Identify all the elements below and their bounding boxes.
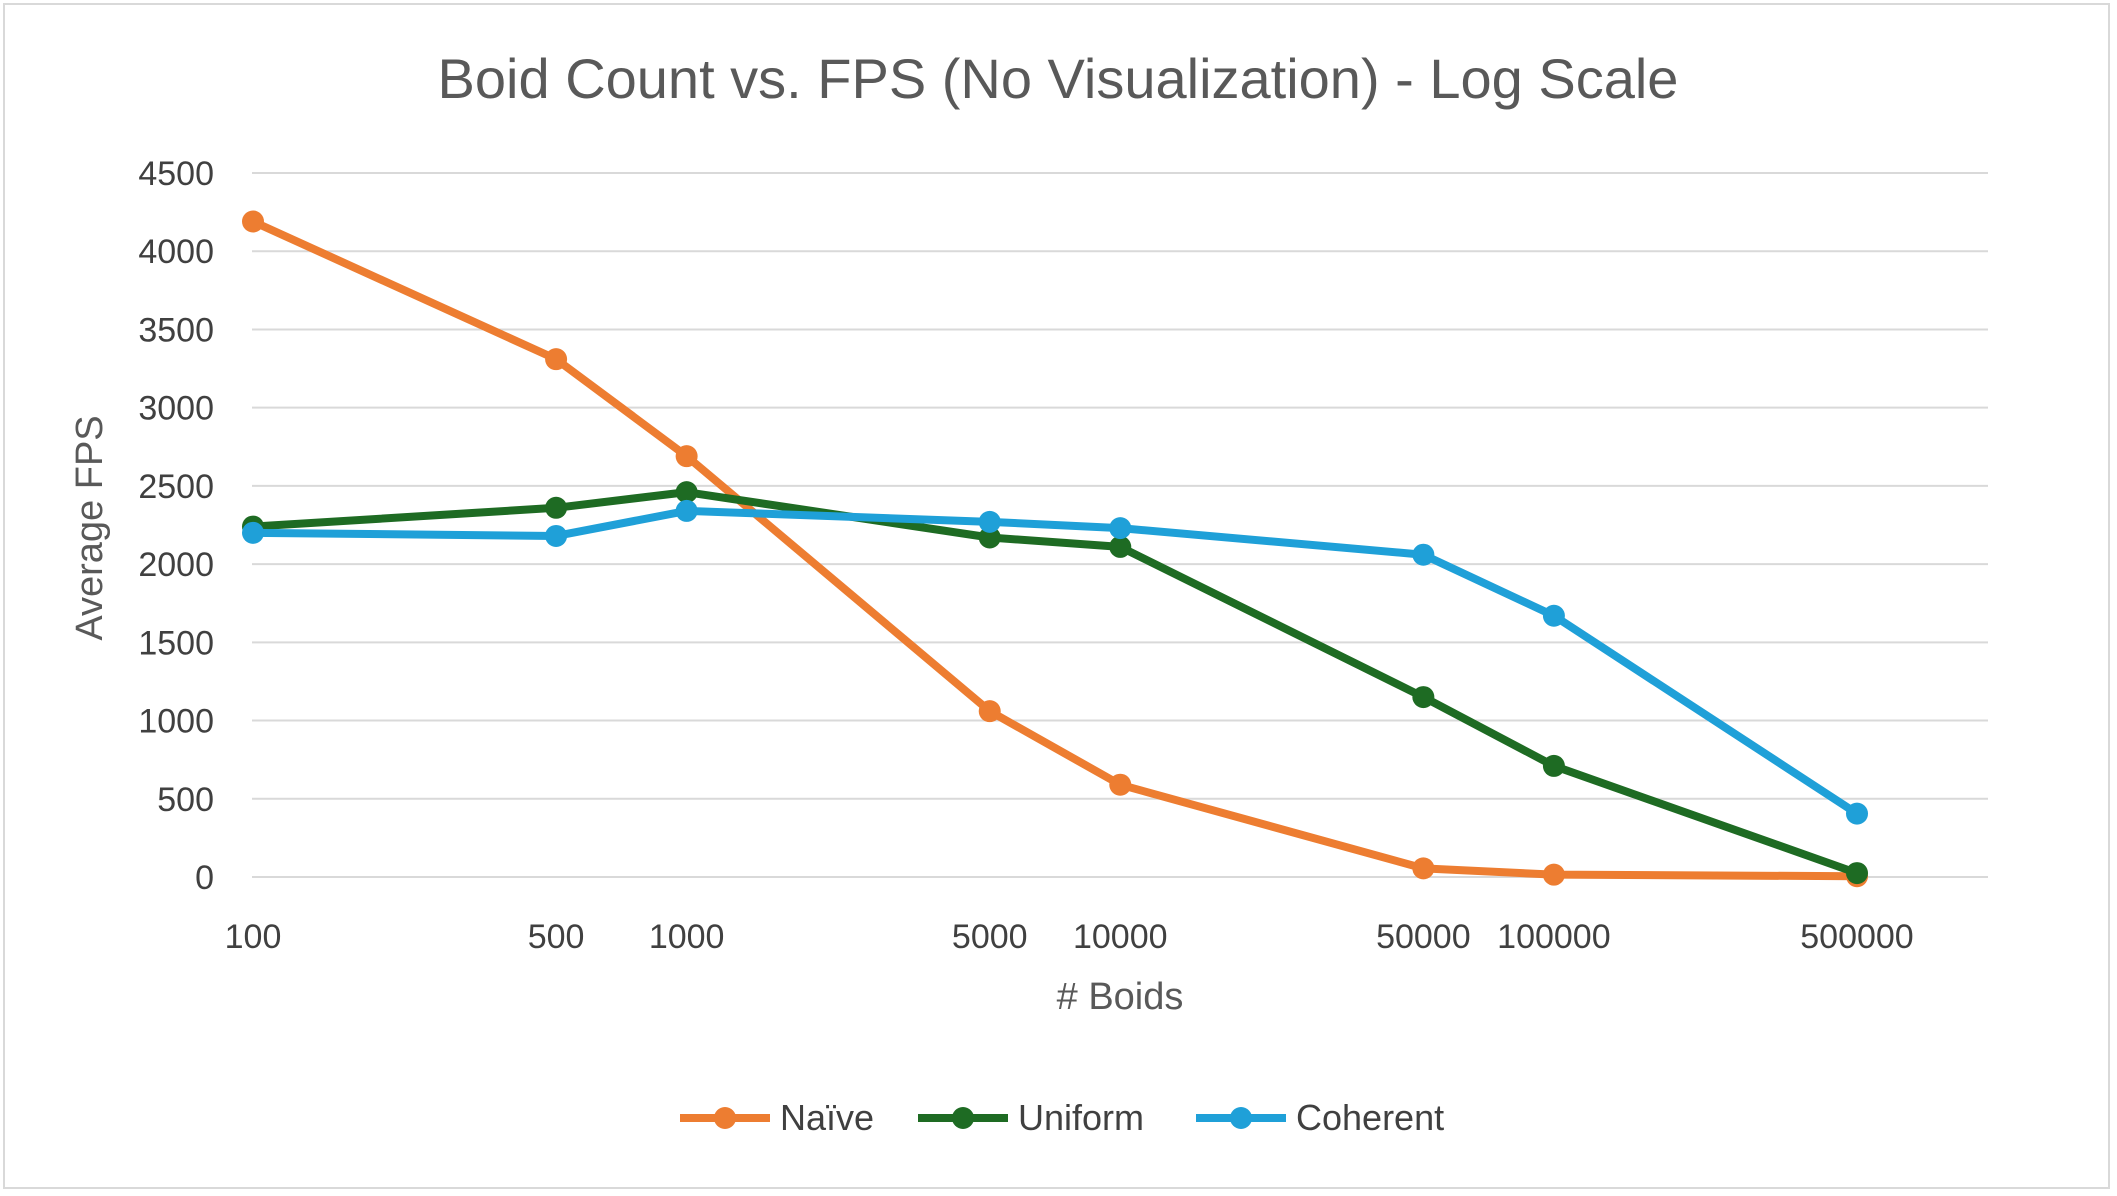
- y-tick-label: 500: [157, 781, 214, 819]
- x-tick-label: 5000: [952, 918, 1028, 956]
- series-line: [249, 217, 1861, 881]
- x-axis-title: # Boids: [1057, 976, 1184, 1018]
- legend: Naïve Uniform Coherent: [680, 1097, 1444, 1138]
- data-point: [1109, 773, 1132, 796]
- data-point: [1542, 863, 1565, 886]
- data-point: [545, 524, 568, 547]
- data-point: [675, 481, 698, 504]
- data-point: [242, 521, 264, 544]
- legend-swatch-marker: [1230, 1107, 1252, 1129]
- series-line: [249, 506, 1861, 818]
- legend-label: Coherent: [1296, 1097, 1444, 1138]
- data-point: [978, 526, 1001, 549]
- data-point: [1412, 857, 1435, 880]
- y-axis-ticks: 0 500 1000 1500 2000 2500 3000 3500 4000 4500: [138, 155, 214, 897]
- legend-swatch-marker: [714, 1107, 736, 1129]
- data-point: [1542, 604, 1565, 627]
- y-tick-label: 1500: [138, 624, 214, 662]
- data-point: [675, 499, 698, 522]
- series-nave: [242, 210, 1868, 888]
- legend-item: Uniform: [918, 1097, 1144, 1138]
- series-line: [249, 488, 1861, 878]
- legend-item: Naïve: [680, 1097, 874, 1138]
- x-tick-label: 100: [225, 918, 282, 956]
- data-point: [978, 510, 1001, 533]
- legend-label: Uniform: [1018, 1097, 1144, 1138]
- y-tick-label: 2500: [138, 468, 214, 506]
- chart-frame: [3, 3, 2110, 1189]
- x-tick-label: 500: [528, 918, 585, 956]
- y-tick-label: 4000: [138, 233, 214, 271]
- legend-label: Naïve: [780, 1097, 874, 1138]
- data-point: [1542, 754, 1565, 777]
- data-point: [1846, 862, 1868, 885]
- y-axis-title: Average FPS: [69, 415, 111, 640]
- chart-title: Boid Count vs. FPS (No Visualization) - …: [438, 47, 1679, 110]
- y-tick-label: 3500: [138, 311, 214, 349]
- data-point: [242, 210, 264, 233]
- y-tick-label: 0: [195, 859, 214, 897]
- data-point: [1109, 517, 1132, 540]
- y-tick-label: 2000: [138, 546, 214, 584]
- x-axis-ticks: 100 500 1000 5000 10000 50000 100000 500000: [225, 918, 1914, 956]
- y-tick-label: 3000: [138, 390, 214, 428]
- data-point: [1412, 686, 1435, 709]
- x-tick-label: 500000: [1800, 918, 1913, 956]
- data-point: [1846, 802, 1868, 825]
- y-tick-label: 1000: [138, 703, 214, 741]
- series-layer: [242, 210, 1868, 888]
- series-coherent: [242, 499, 1868, 825]
- legend-item: Coherent: [1196, 1097, 1444, 1138]
- data-point: [1412, 543, 1435, 566]
- series-uniform: [242, 481, 1868, 885]
- x-tick-label: 1000: [649, 918, 725, 956]
- x-tick-label: 50000: [1376, 918, 1471, 956]
- data-point: [1109, 535, 1132, 558]
- x-tick-label: 10000: [1073, 918, 1168, 956]
- legend-swatch-marker: [952, 1107, 974, 1129]
- x-tick-label: 100000: [1497, 918, 1610, 956]
- data-point: [545, 496, 568, 519]
- y-tick-label: 4500: [138, 155, 214, 193]
- data-point: [978, 700, 1001, 723]
- data-point: [675, 445, 698, 468]
- data-point: [545, 348, 568, 371]
